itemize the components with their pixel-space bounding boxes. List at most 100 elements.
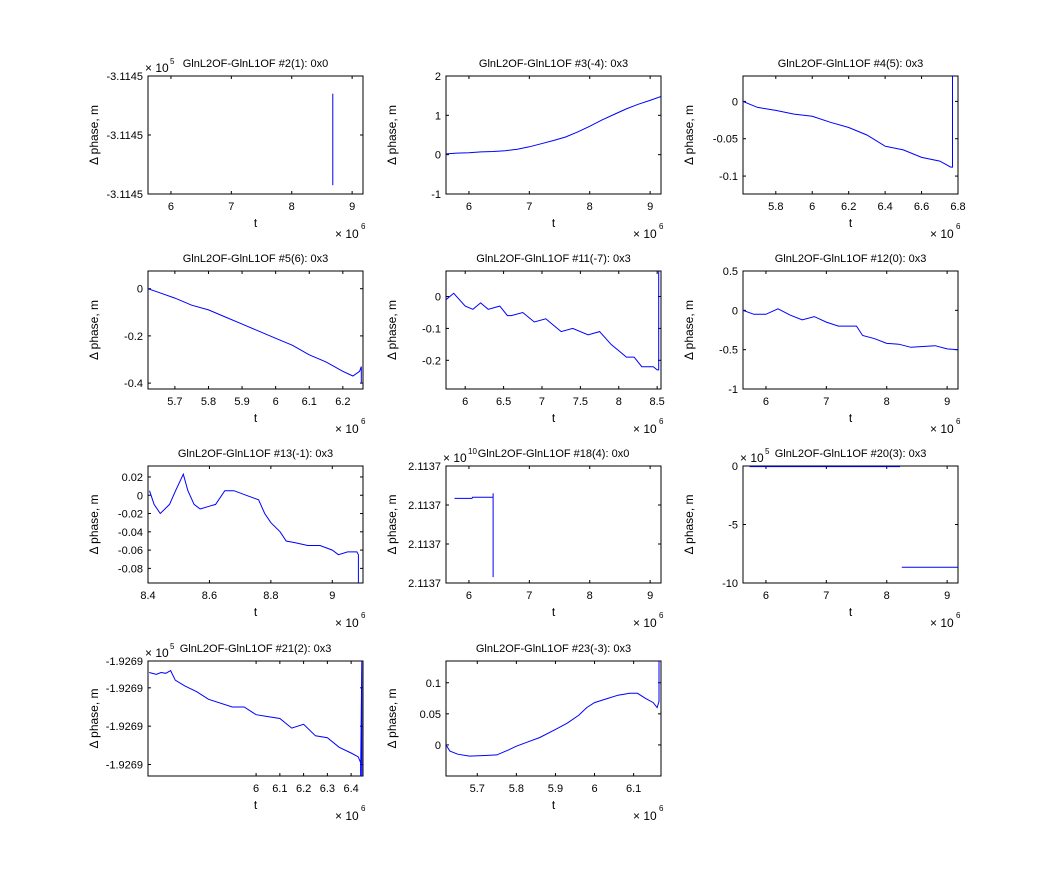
- axes-box: [742, 75, 959, 195]
- x-axis-label: t: [254, 216, 258, 230]
- x-exponent-power: 6: [361, 417, 366, 426]
- x-tick-label: 6: [168, 201, 174, 213]
- x-axis-label: t: [849, 605, 853, 619]
- y-tick-label: -1.9269: [106, 721, 143, 733]
- axes-box: [445, 465, 662, 584]
- y-axis-label: Δ phase, m: [682, 105, 696, 165]
- series-line-delta: [149, 472, 359, 583]
- y-axis-label: Δ phase, m: [682, 300, 696, 360]
- axes-box: [445, 270, 662, 390]
- x-tick-label: 6.8: [950, 201, 965, 213]
- x-exponent-power: 6: [659, 417, 664, 426]
- x-tick-label: 8: [884, 396, 890, 408]
- x-tick-label: 6.1: [272, 783, 287, 795]
- x-tick-label: 5.8: [768, 201, 783, 213]
- x-tick-label: 9: [944, 396, 950, 408]
- series-line-delta: [446, 96, 661, 155]
- series-line-delta: [446, 271, 660, 371]
- y-exponent-power: 5: [170, 642, 175, 651]
- y-tick-label: 0: [137, 284, 143, 296]
- x-tick-label: 8: [587, 590, 593, 602]
- x-tick-label: 6: [466, 590, 472, 602]
- x-tick-label: 6.2: [335, 396, 350, 408]
- y-exponent-label: × 10: [145, 646, 169, 660]
- x-axis-label: t: [254, 798, 258, 812]
- y-tick-label: -0.08: [118, 563, 143, 575]
- subplot-9: 6 7 8 9 -10 -5 0 GlnL2OF-GlnL1OF #20(3): 0x3 t Δ …: [682, 447, 961, 630]
- y-axis-label: Δ phase, m: [385, 688, 399, 748]
- series-line-delta: [454, 493, 494, 578]
- y-tick-label: -0.4: [124, 378, 143, 390]
- x-axis-label: t: [552, 798, 556, 812]
- y-tick-label: 0.05: [420, 709, 441, 721]
- x-tick-label: 6: [253, 783, 259, 795]
- x-tick-label: 6.2: [841, 201, 856, 213]
- y-tick-label: 0: [435, 292, 441, 304]
- y-exponent-label: × 10: [443, 451, 467, 465]
- y-tick-label: -0.02: [118, 509, 143, 521]
- x-exponent-power: 6: [659, 611, 664, 620]
- x-exponent-power: 6: [361, 222, 366, 231]
- subplot-title: GlnL2OF-GlnL1OF #2(1): 0x0: [183, 58, 329, 70]
- subplot-10: 6 6.1 6.2 6.3 6.4 -1.9269 -1.9269 -1.9269 -1.926…: [87, 642, 366, 823]
- y-exponent-power: 5: [765, 447, 770, 456]
- subplot-title: GlnL2OF-GlnL1OF #11(-7): 0x3: [476, 253, 630, 265]
- x-exponent-power: 6: [956, 417, 961, 426]
- x-tick-label: 5.9: [548, 783, 563, 795]
- y-tick-label: -10: [722, 578, 738, 590]
- subplot-title: GlnL2OF-GlnL1OF #20(3): 0x3: [775, 448, 927, 460]
- x-exponent-label: × 10: [335, 422, 359, 436]
- y-exponent-label: × 10: [740, 451, 764, 465]
- y-tick-label: -1.9269: [106, 760, 143, 772]
- x-axis-label: t: [849, 216, 853, 230]
- y-tick-label: 0: [435, 740, 441, 752]
- x-tick-label: 8: [289, 201, 295, 213]
- x-tick-label: 6: [591, 783, 597, 795]
- x-tick-label: 8: [884, 590, 890, 602]
- y-axis-label: Δ phase, m: [87, 688, 101, 748]
- subplot-6: 6 7 8 9 -1 -0.5 0 0.5 GlnL2OF-GlnL1OF #12(0): 0x…: [682, 253, 961, 436]
- y-tick-label: 0: [732, 96, 738, 108]
- x-tick-label: 6: [466, 201, 472, 213]
- axes-box: [147, 75, 364, 195]
- x-exponent-label: × 10: [633, 809, 657, 823]
- x-tick-label: 7.5: [573, 396, 588, 408]
- x-exponent-label: × 10: [930, 227, 954, 241]
- y-tick-label: -1: [431, 189, 441, 201]
- x-tick-label: 6.4: [343, 783, 358, 795]
- subplot-1: 6 7 8 9 -3.1145 -3.1145 -3.1145 GlnL2OF-GlnL1OF…: [87, 57, 366, 241]
- x-exponent-label: × 10: [930, 422, 954, 436]
- x-exponent-label: × 10: [633, 422, 657, 436]
- axes-box: [742, 465, 959, 584]
- subplot-2: 6 7 8 9 -1 0 1 2 GlnL2OF-GlnL1OF #3(-4): 0x3 t Δ p…: [385, 58, 664, 241]
- x-tick-label: 8: [587, 201, 593, 213]
- x-tick-label: 6: [809, 201, 815, 213]
- y-exponent-power: 5: [170, 57, 175, 66]
- x-tick-label: 7: [526, 590, 532, 602]
- x-tick-label: 6.4: [877, 201, 892, 213]
- y-tick-label: 2.1137: [408, 461, 441, 473]
- x-tick-label: 9: [944, 590, 950, 602]
- series-line-delta: [743, 308, 958, 351]
- x-tick-label: 6: [273, 396, 279, 408]
- x-tick-label: 6: [763, 396, 769, 408]
- subplot-title: GlnL2OF-GlnL1OF #18(4): 0x0: [478, 448, 630, 460]
- y-tick-label: -3.1145: [107, 189, 144, 201]
- y-tick-label: -0.2: [124, 331, 143, 343]
- x-axis-label: t: [254, 411, 258, 425]
- x-exponent-power: 6: [659, 222, 664, 231]
- x-tick-label: 9: [349, 201, 355, 213]
- y-tick-label: 2.1137: [408, 539, 441, 551]
- y-tick-label: -1: [728, 384, 738, 396]
- y-tick-label: -3.1145: [107, 71, 144, 83]
- axes-box: [445, 660, 662, 777]
- x-tick-label: 6.1: [302, 396, 317, 408]
- y-tick-label: 1: [435, 110, 441, 122]
- x-exponent-power: 6: [659, 804, 664, 813]
- y-tick-label: -1.9269: [106, 683, 143, 695]
- subplot-title: GlnL2OF-GlnL1OF #4(5): 0x3: [778, 58, 924, 70]
- y-axis-label: Δ phase, m: [87, 300, 101, 360]
- x-tick-label: 6.2: [296, 783, 311, 795]
- y-tick-label: 2: [435, 71, 441, 83]
